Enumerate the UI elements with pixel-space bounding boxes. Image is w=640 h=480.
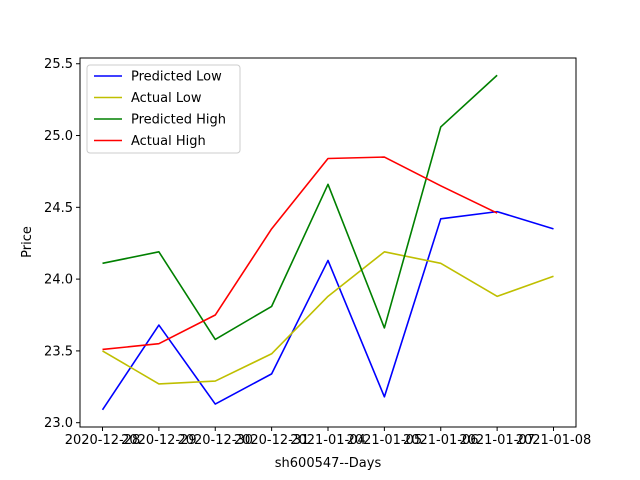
x-axis: 2020-12-282020-12-292020-12-302020-12-31… bbox=[65, 427, 592, 448]
y-tick-label: 24.0 bbox=[44, 273, 73, 288]
x-tick-label: 2021-01-06 bbox=[403, 433, 479, 448]
y-tick-label: 25.0 bbox=[44, 129, 73, 144]
series-line-predicted-high bbox=[102, 74, 498, 341]
x-tick-label: 2020-12-31 bbox=[234, 433, 310, 448]
x-tick-label: 2020-12-30 bbox=[177, 433, 253, 448]
legend-label: Predicted High bbox=[131, 113, 226, 128]
y-tick-label: 24.5 bbox=[44, 201, 73, 216]
series-line-actual-low bbox=[102, 251, 554, 385]
x-tick-label: 2021-01-04 bbox=[290, 433, 366, 448]
x-tick-label: 2020-12-29 bbox=[121, 433, 197, 448]
legend-label: Predicted Low bbox=[131, 70, 222, 85]
legend: Predicted Low Actual Low Predicted High Act… bbox=[86, 64, 241, 154]
y-axis-label: Price bbox=[20, 226, 35, 258]
x-tick-label: 2021-01-05 bbox=[347, 433, 423, 448]
x-tick-label: 2021-01-07 bbox=[459, 433, 535, 448]
x-tick-label: 2020-12-28 bbox=[65, 433, 141, 448]
y-axis: 23.0 23.5 24.0 24.5 25.0 25.5 bbox=[44, 57, 80, 431]
x-axis-label: sh600547--Days bbox=[275, 456, 382, 471]
legend-label: Actual High bbox=[131, 134, 206, 149]
series-line-predicted-low bbox=[101, 210, 554, 411]
legend-label: Actual Low bbox=[131, 91, 202, 106]
x-tick-label: 2021-01-08 bbox=[516, 433, 592, 448]
series-layer bbox=[101, 74, 554, 411]
y-tick-label: 23.0 bbox=[44, 416, 73, 431]
legend-box bbox=[86, 64, 241, 154]
y-tick-label: 25.5 bbox=[44, 57, 73, 72]
series-line-actual-high bbox=[102, 156, 498, 351]
y-tick-label: 23.5 bbox=[44, 344, 73, 359]
